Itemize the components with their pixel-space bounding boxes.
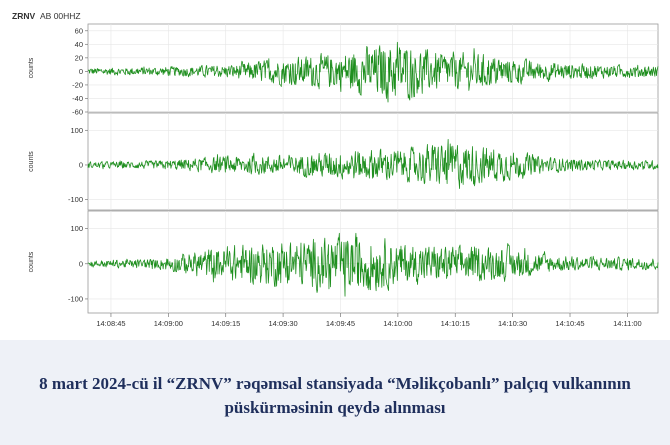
x-tick-label: 14:10:00 [383, 319, 412, 328]
waveform-trace [87, 41, 659, 103]
x-tick-label: 14:11:00 [613, 319, 642, 328]
x-tick-label: 14:09:45 [326, 319, 355, 328]
y-tick-label: 0 [79, 67, 83, 76]
x-tick-label: 14:10:30 [498, 319, 527, 328]
seismogram-panels: 60 40 20 0 -20 -40 -60 counts 100 0 -100 counts 100 0… [28, 23, 659, 314]
waveform-trace [87, 138, 659, 189]
y-tick-label: 0 [79, 160, 83, 169]
y-tick-label: 60 [75, 26, 83, 35]
y-tick-label: -60 [72, 108, 83, 117]
x-tick-label: 14:08:45 [96, 319, 125, 328]
seismogram-figure: ZRNV AB 00HHZ 60 40 20 0 -20 -40 -60 counts 100 0… [12, 11, 659, 328]
panel-3: 100 0 -100 counts [28, 210, 659, 314]
x-tick-label: 14:09:15 [211, 319, 240, 328]
x-tick-label: 14:10:15 [441, 319, 470, 328]
station-label: ZRNV [12, 11, 35, 21]
x-tick-label: 14:10:45 [555, 319, 584, 328]
x-tick-label: 14:09:30 [268, 319, 297, 328]
y-tick-label: 20 [75, 53, 83, 62]
y-axis-label: counts [28, 57, 35, 78]
panel-1: 60 40 20 0 -20 -40 -60 counts [28, 23, 659, 117]
x-tick-label: 14:09:00 [154, 319, 183, 328]
caption-band [0, 340, 670, 445]
y-axis-label: counts [28, 251, 35, 272]
y-tick-label: 0 [79, 259, 83, 268]
y-tick-label: 100 [70, 126, 83, 135]
figure-caption: 8 mart 2024-cü il “ZRNV” rəqəmsal stansi… [39, 374, 631, 417]
y-tick-label: -100 [68, 195, 83, 204]
waveform-trace [87, 232, 659, 297]
y-tick-label: -100 [68, 294, 83, 303]
y-tick-label: -20 [72, 80, 83, 89]
y-axis-label: counts [28, 151, 35, 172]
channel-label: AB 00HHZ [40, 11, 81, 21]
panel-2: 100 0 -100 counts [28, 112, 659, 211]
time-axis: 14:08:45 14:09:00 14:09:15 14:09:30 14:09:45… [96, 313, 642, 328]
y-tick-label: 100 [70, 224, 83, 233]
y-tick-label: 40 [75, 40, 83, 49]
y-tick-label: -40 [72, 94, 83, 103]
